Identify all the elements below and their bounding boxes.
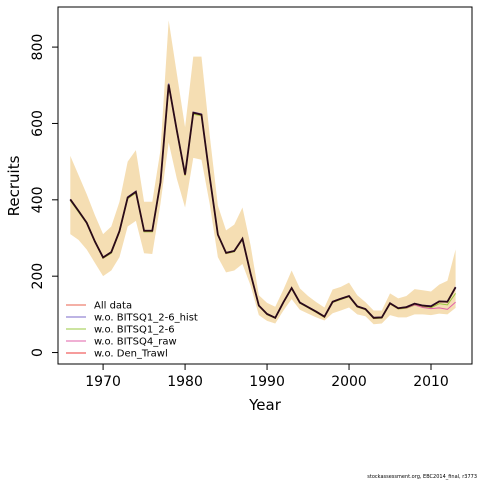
y-tick-label-600: 600	[30, 110, 46, 137]
footer-text: stockassessment.org, EBC2014_final, r377…	[367, 474, 477, 480]
legend-label-1: All data	[94, 301, 132, 312]
overlay-line	[69, 84, 457, 319]
y-tick-label-200: 200	[30, 263, 46, 290]
confidence-band-layer	[70, 20, 456, 325]
series-layer	[69, 83, 457, 320]
y-axis: 0 200 400 600 800	[30, 34, 58, 357]
x-tick-label-1970: 1970	[85, 374, 121, 390]
x-tick-label-1990: 1990	[249, 374, 285, 390]
y-tick-label-400: 400	[30, 186, 46, 213]
y-tick-label-800: 800	[30, 34, 46, 61]
legend-label-2: w.o. BITSQ1_2-6_hist	[94, 313, 198, 324]
x-tick-label-1980: 1980	[167, 374, 203, 390]
legend-label-5: w.o. Den_Trawl	[94, 349, 168, 360]
x-tick-label-2000: 2000	[331, 374, 367, 390]
y-axis-title: Recruits	[5, 155, 23, 216]
confidence-band	[70, 20, 456, 325]
x-axis-title: Year	[248, 396, 282, 414]
legend-label-4: w.o. BITSQ4_raw	[94, 337, 177, 348]
plot-frame	[57, 6, 473, 365]
y-tick-label-0: 0	[30, 348, 46, 357]
legend-label-3: w.o. BITSQ1_2-6	[94, 325, 175, 336]
x-tick-label-2010: 2010	[413, 374, 449, 390]
x-axis: 1970 1980 1990 2000 2010	[85, 364, 449, 390]
